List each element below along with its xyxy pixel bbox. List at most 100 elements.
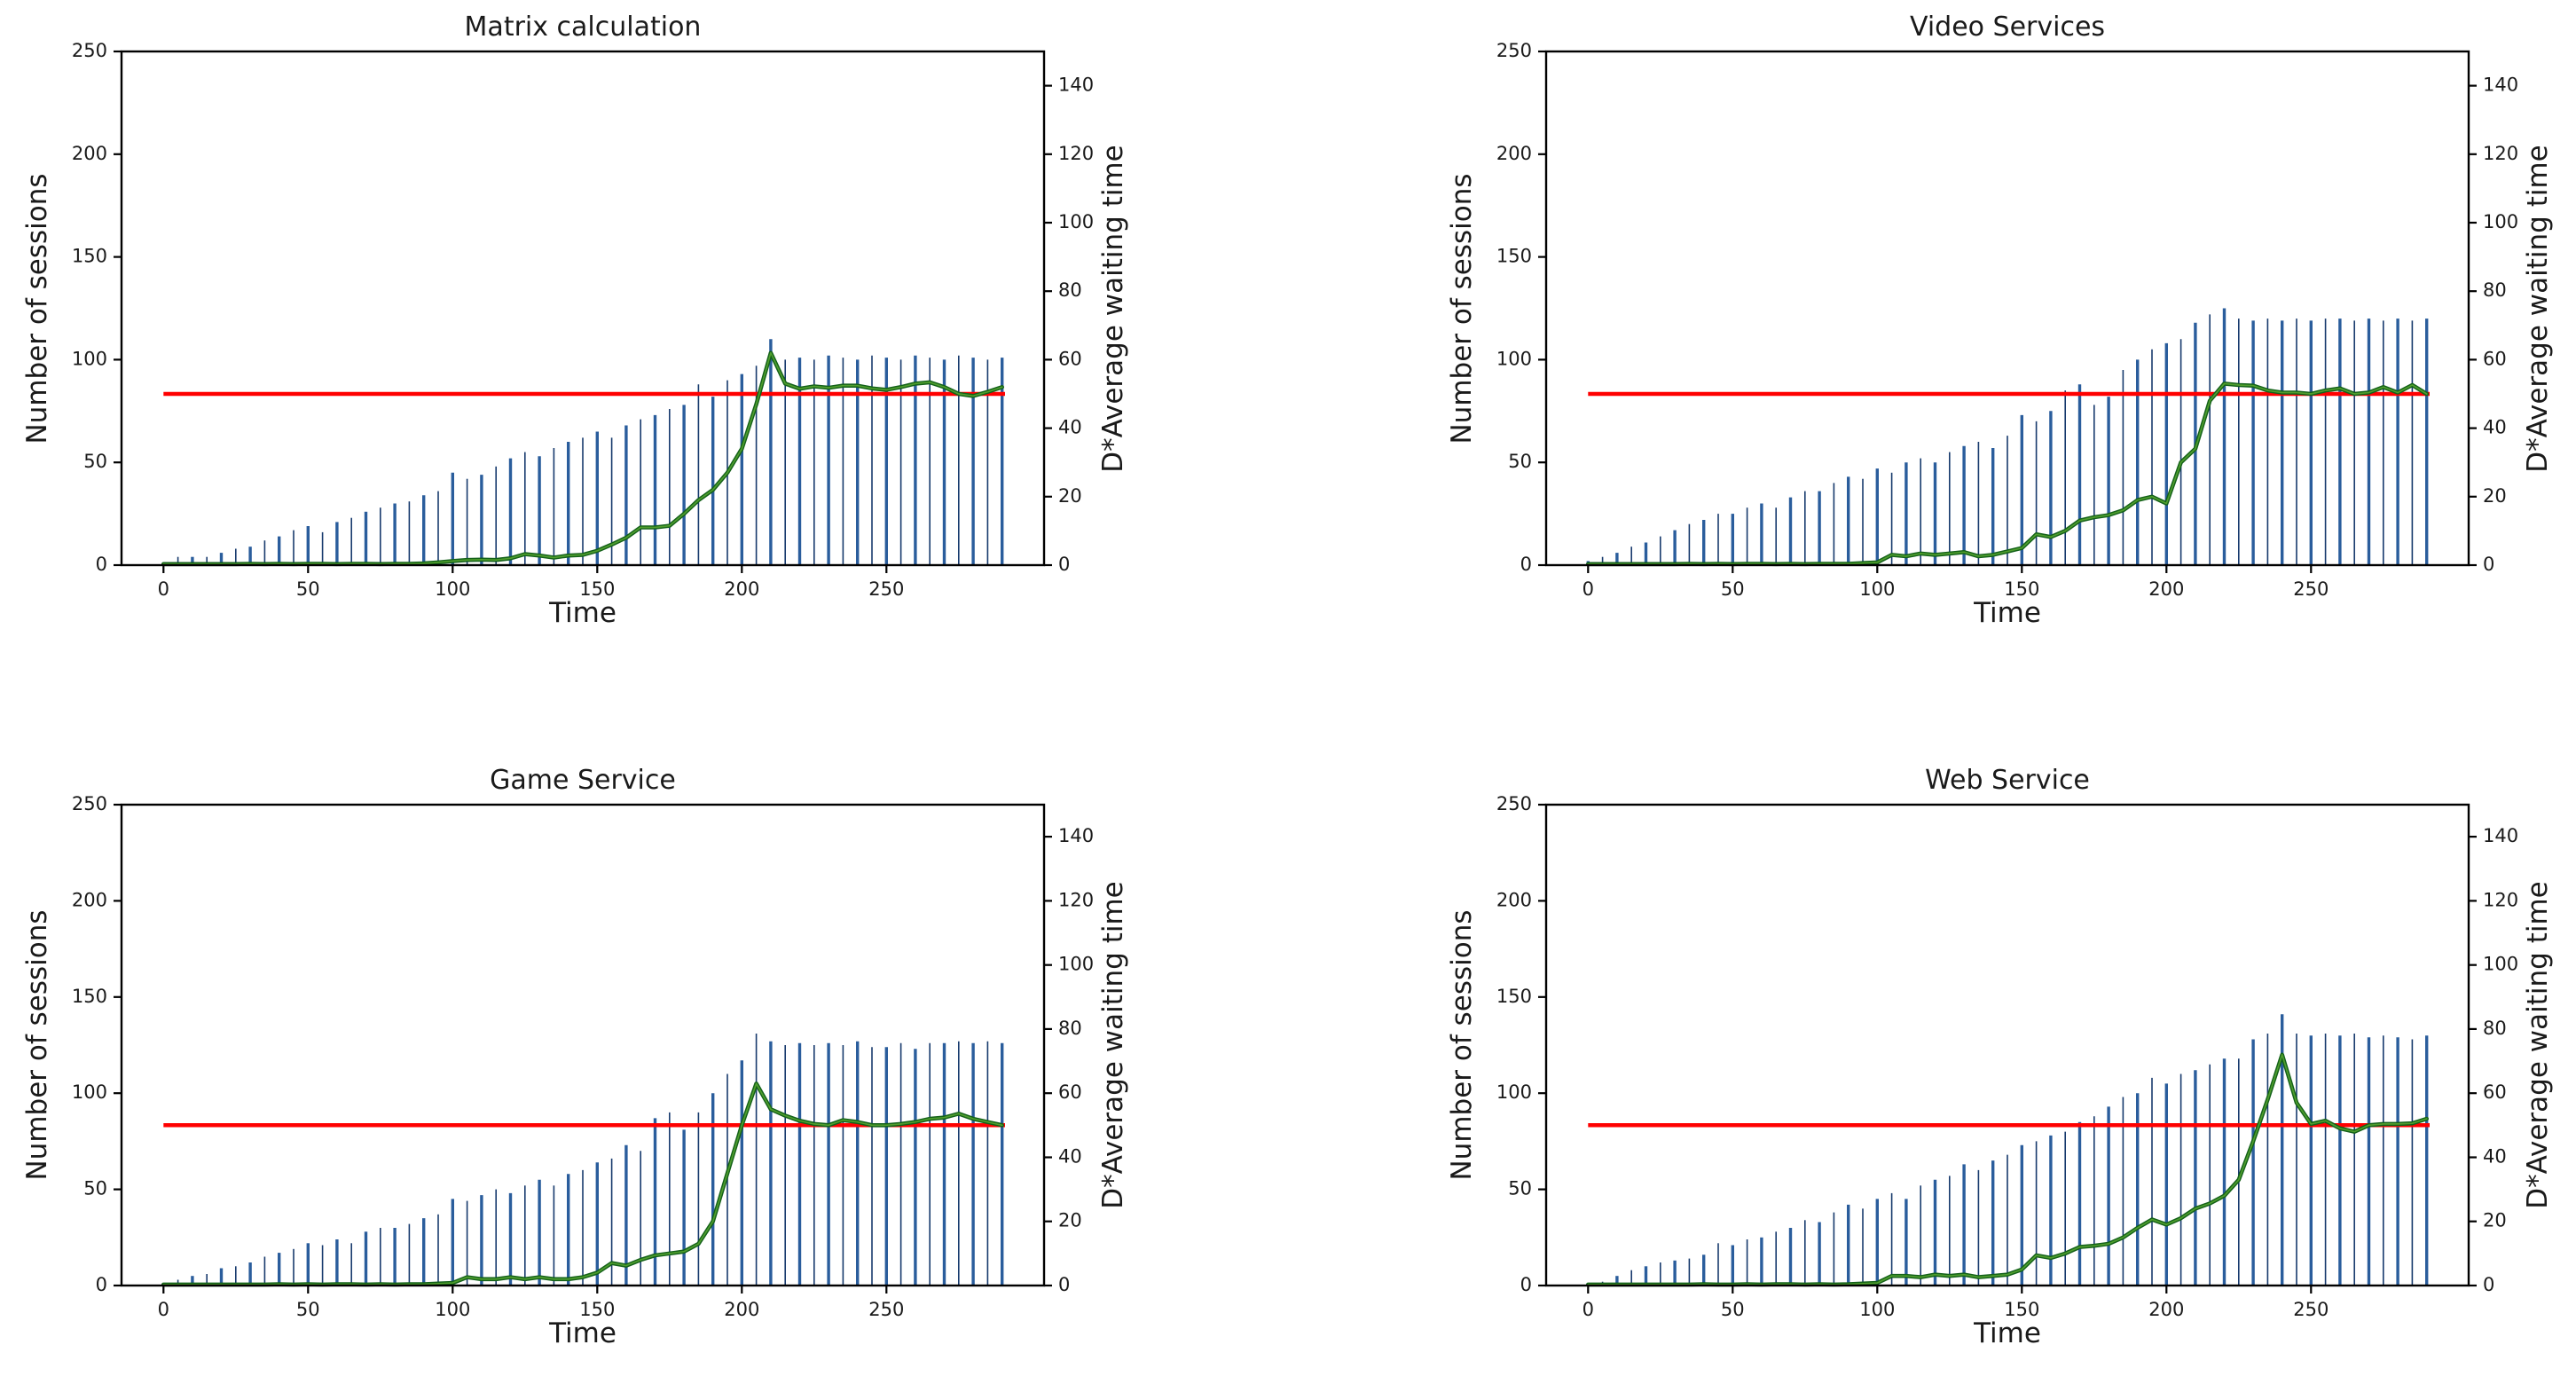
y-right-tick-label: 20 [1058,485,1082,507]
y-right-tick-label: 0 [2483,554,2494,575]
chart-matrix-calculation: Matrix calculation Number of sessions D*… [21,12,1129,629]
chart-title: Game Service [490,765,676,796]
y-left-tick-label: 250 [1496,793,1532,814]
y-left-tick-label: 50 [83,1178,107,1199]
axis-ticks: 0 50 100 150 200 250 0 50 100 150 200 250 0 20 40 60 80 1… [1496,40,2518,600]
x-axis-label: Time [1974,597,2041,629]
y-left-tick-label: 100 [1496,1081,1532,1103]
y-left-tick-label: 100 [72,348,107,369]
plot-area: 0 50 100 150 200 250 0 50 100 150 200 250 0 20 40 60 80 1… [72,793,1094,1320]
x-tick-label: 250 [2293,1299,2329,1320]
x-tick-label: 50 [296,578,320,600]
y-right-tick-label: 40 [2483,1146,2507,1168]
plot-border [1544,803,2470,1287]
plot-area: 0 50 100 150 200 250 0 50 100 150 200 250 0 20 40 60 80 1… [1496,793,2518,1320]
y-left-tick-label: 150 [72,986,107,1007]
y-right-tick-label: 120 [2483,143,2518,164]
x-tick-label: 50 [296,1299,320,1320]
y-left-tick-label: 250 [72,793,107,814]
y-left-tick-label: 200 [1496,143,1532,164]
y-left-tick-label: 200 [72,143,107,164]
y-left-tick-label: 50 [1508,451,1532,472]
session-bars [161,1034,1004,1286]
x-tick-label: 250 [2293,578,2329,600]
y-right-tick-label: 40 [1058,1146,1082,1168]
x-tick-label: 150 [579,1299,615,1320]
x-tick-label: 0 [1583,578,1594,600]
x-tick-label: 150 [2004,578,2039,600]
y-right-tick-label: 20 [2483,485,2507,507]
y-left-tick-label: 50 [1508,1178,1532,1199]
y-right-tick-label: 120 [2483,889,2518,910]
y-right-tick-label: 80 [1058,279,1082,301]
y-right-tick-label: 20 [2483,1210,2507,1231]
y-left-tick-label: 200 [72,889,107,910]
x-tick-label: 100 [435,1299,470,1320]
y-right-tick-label: 140 [1058,825,1094,846]
y-left-tick-label: 0 [1520,1274,1532,1295]
y-right-tick-label: 0 [1058,1274,1070,1295]
y-left-tick-label: 200 [1496,889,1532,910]
x-tick-label: 200 [724,1299,759,1320]
y-right-tick-label: 60 [2483,1081,2507,1103]
y-left-tick-label: 250 [72,40,107,61]
plot-border [1544,50,2470,567]
chart-title: Video Services [1909,12,2106,43]
axis-ticks: 0 50 100 150 200 250 0 50 100 150 200 250 0 20 40 60 80 1… [72,793,1094,1320]
x-tick-label: 0 [158,578,169,600]
chart-game-service: Game Service Number of sessions D*Averag… [21,765,1129,1349]
y-left-tick-label: 50 [83,451,107,472]
y-left-tick-label: 100 [1496,348,1532,369]
y-right-tick-label: 60 [1058,348,1082,369]
y-left-tick-label: 0 [96,554,107,575]
x-axis-label: Time [549,597,617,629]
x-tick-label: 100 [1859,1299,1895,1320]
axis-ticks: 0 50 100 150 200 250 0 50 100 150 200 250 0 20 40 60 80 1… [72,40,1094,600]
y-right-tick-label: 100 [2483,954,2518,975]
chart-title: Matrix calculation [464,12,702,43]
x-tick-label: 250 [868,578,904,600]
y-right-tick-label: 60 [1058,1081,1082,1103]
chart-video-services: Video Services Number of sessions D*Aver… [1446,12,2554,629]
chart-web-service: Web Service Number of sessions D*Average… [1446,765,2554,1349]
x-tick-label: 150 [579,578,615,600]
y-right-tick-label: 80 [2483,279,2507,301]
x-tick-label: 50 [1721,1299,1745,1320]
y-left-tick-label: 150 [1496,246,1532,267]
x-tick-label: 100 [1859,578,1895,600]
x-tick-label: 150 [2004,1299,2039,1320]
y-right-tick-label: 120 [1058,143,1094,164]
avg-wait-line [1587,382,2428,565]
y-right-tick-label: 140 [2483,75,2518,96]
y-right-tick-label: 20 [1058,1210,1082,1231]
x-tick-label: 50 [1721,578,1745,600]
y-left-tick-label: 0 [1520,554,1532,575]
x-axis-label: Time [549,1317,617,1349]
y-right-tick-label: 60 [2483,348,2507,369]
session-bars [161,339,1004,565]
y-right-tick-label: 140 [1058,75,1094,96]
x-tick-label: 200 [2148,1299,2184,1320]
x-tick-label: 200 [2148,578,2184,600]
axis-ticks: 0 50 100 150 200 250 0 50 100 150 200 250 0 20 40 60 80 1… [1496,793,2518,1320]
avg-wait-line [162,1082,1003,1286]
x-axis-label: Time [1974,1317,2041,1349]
y-right-tick-label: 140 [2483,825,2518,846]
y-right-tick-label: 100 [2483,211,2518,232]
chart-title: Web Service [1925,765,2090,796]
y-left-tick-label: 150 [1496,986,1532,1007]
x-tick-label: 200 [724,578,759,600]
avg-wait-line [162,351,1003,565]
session-bars [1586,308,2429,565]
y-left-tick-label: 150 [72,246,107,267]
y-left-tick-label: 250 [1496,40,1532,61]
plot-border [120,50,1046,567]
y-left-tick-label: 100 [72,1081,107,1103]
x-tick-label: 0 [158,1299,169,1320]
y-right-tick-label: 0 [1058,554,1070,575]
y-right-tick-label: 80 [1058,1018,1082,1039]
plot-area: 0 50 100 150 200 250 0 50 100 150 200 250 0 20 40 60 80 1… [72,40,1094,600]
plot-border [120,803,1046,1287]
y-right-tick-label: 0 [2483,1274,2494,1295]
